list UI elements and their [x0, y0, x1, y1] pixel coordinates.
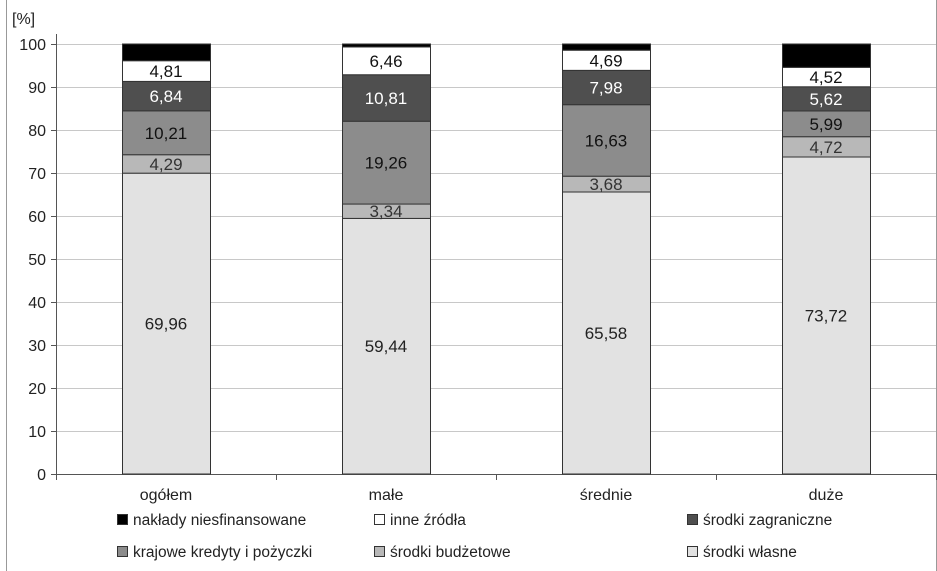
y-tick-label: 40 — [28, 295, 46, 312]
data-label: 6,46 — [369, 52, 402, 71]
bar-segment — [122, 80, 211, 112]
category-label: ogółem — [140, 487, 192, 504]
data-label: 7,98 — [589, 79, 622, 98]
y-tick-label: 30 — [28, 338, 46, 355]
data-label: 3,68 — [589, 175, 622, 194]
legend-label: nakłady niesfinansowane — [133, 512, 306, 529]
data-label: 3,34 — [369, 202, 402, 221]
legend-swatch — [117, 514, 128, 525]
bar-segment — [562, 69, 651, 106]
bar-segment — [342, 217, 431, 475]
legend-swatch — [687, 546, 698, 557]
data-label: 10,81 — [365, 89, 408, 108]
legend-label: środki własne — [703, 544, 797, 561]
bar-segment — [782, 110, 871, 138]
data-label: 4,72 — [809, 138, 842, 157]
category-label: duże — [809, 487, 844, 504]
legend-swatch — [117, 546, 128, 557]
y-tick-label: 100 — [19, 37, 46, 54]
data-label: 4,69 — [589, 51, 622, 70]
bar-segment — [122, 110, 211, 156]
data-label: 5,99 — [809, 115, 842, 134]
y-tick-label: 0 — [37, 467, 46, 484]
legend-swatch — [374, 514, 385, 525]
data-label: 4,52 — [809, 68, 842, 87]
bar-segment — [342, 74, 431, 122]
data-label: 59,44 — [365, 337, 408, 356]
data-label: 10,21 — [145, 124, 188, 143]
data-label: 69,96 — [145, 315, 188, 334]
data-label: 16,63 — [585, 131, 628, 150]
bar-segment — [782, 156, 871, 475]
data-label: 65,58 — [585, 324, 628, 343]
bar-segment — [122, 43, 211, 62]
legend-label: środki budżetowe — [390, 544, 511, 561]
data-label: 6,84 — [149, 87, 182, 106]
legend-swatch — [687, 514, 698, 525]
bar-segment — [562, 104, 651, 177]
y-tick-label: 60 — [28, 209, 46, 226]
y-tick-label: 90 — [28, 80, 46, 97]
bar-segment — [342, 43, 431, 48]
bar-segment — [782, 43, 871, 68]
legend-label: krajowe kredyty i pożyczki — [133, 544, 312, 561]
category-label: średnie — [580, 487, 633, 504]
data-label: 73,72 — [805, 307, 848, 326]
y-tick-label: 50 — [28, 252, 46, 269]
data-label: 19,26 — [365, 154, 408, 173]
legend-label: inne źródła — [390, 512, 466, 529]
y-unit-label: [%] — [12, 11, 35, 28]
y-tick-label: 20 — [28, 381, 46, 398]
y-tick-label: 10 — [28, 424, 46, 441]
bar-segment — [562, 191, 651, 475]
y-tick-label: 70 — [28, 166, 46, 183]
category-label: małe — [369, 487, 404, 504]
data-label: 4,81 — [149, 62, 182, 81]
bar-segment — [562, 43, 651, 51]
data-label: 5,62 — [809, 90, 842, 109]
legend-label: środki zagraniczne — [703, 512, 832, 529]
legend-swatch — [374, 546, 385, 557]
bar-segment — [782, 86, 871, 112]
bar-segment — [342, 46, 431, 76]
bar-segment — [122, 172, 211, 475]
y-tick-label: 80 — [28, 123, 46, 140]
data-label: 4,29 — [149, 155, 182, 174]
